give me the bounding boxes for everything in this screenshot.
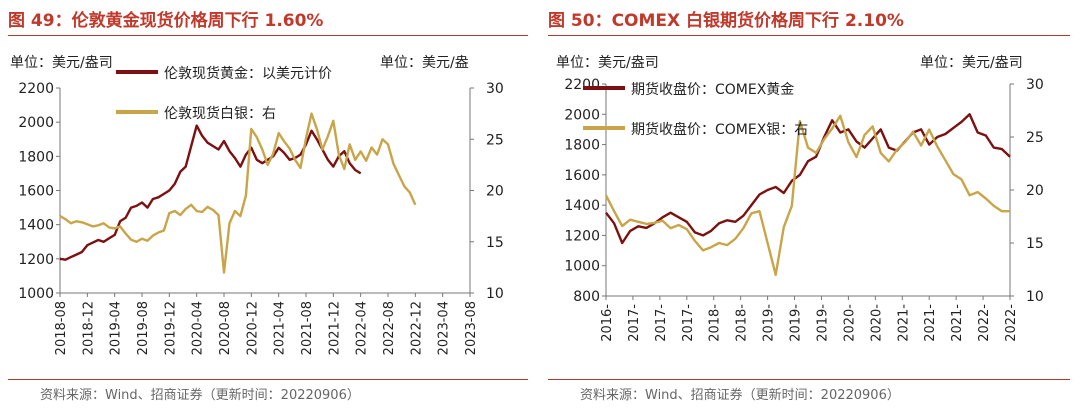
y-left-tick-label: 1600 [564, 168, 600, 184]
x-tick-label: 2017- [627, 304, 642, 342]
y-left-tick-label: 2000 [18, 115, 54, 131]
y-right-tick-label: 20 [1026, 183, 1044, 199]
y-left-tick-label: 2200 [564, 77, 600, 93]
x-tick-label: 2020- [842, 304, 857, 342]
unit-label-left: 单位：美元/盎司 [556, 55, 659, 71]
x-tick-label: 2021- [896, 304, 911, 342]
x-tick-label: 2017- [681, 304, 696, 342]
source-right: 资料来源：Wind、招商证券（更新时间：20220906） [580, 388, 900, 403]
chart-title-left: 图 49：伦敦黄金现货价格周下行 1.60% [8, 11, 324, 31]
y-right-tick-label: 30 [1026, 77, 1044, 93]
x-tick-label: 2019- [762, 304, 777, 342]
y-right-tick-label: 25 [1026, 130, 1044, 146]
series-line-silver [59, 112, 417, 274]
x-tick-label: 2020- [869, 304, 884, 342]
x-tick-label: 2017- [654, 304, 669, 342]
x-tick-label: 2022- [1004, 304, 1019, 342]
x-tick-label: 2018-12 [81, 301, 96, 355]
y-left-tick-label: 1000 [18, 286, 54, 302]
x-tick-label: 2018- [735, 304, 750, 342]
x-tick-label: 2016- [600, 304, 615, 342]
y-right-tick-label: 30 [486, 81, 504, 97]
chart-panel-left: 图 49：伦敦黄金现货价格周下行 1.60% 单位：美元/盎司 单位：美元/盎 10… [8, 0, 533, 411]
x-tick-label: 2020-12 [245, 301, 260, 355]
y-left-tick-label: 1800 [18, 149, 54, 165]
y-right-tick-label: 15 [1026, 236, 1044, 252]
x-tick-label: 2021- [950, 304, 965, 342]
x-tick-label: 2021-04 [273, 301, 288, 355]
y-right-tick-label: 10 [1026, 289, 1044, 305]
x-tick-label: 2018- [708, 304, 723, 342]
y-left-tick-label: 1200 [18, 252, 54, 268]
chart-title-right: 图 50：COMEX 白银期货价格周下行 2.10% [548, 11, 904, 31]
y-right-tick-label: 20 [486, 184, 504, 200]
title-rule-right [548, 35, 1070, 36]
y-right-tick-label: 15 [486, 235, 504, 251]
x-tick-label: 2022-04 [355, 301, 370, 355]
legend-label: 期货收盘价：COMEX黄金 [631, 81, 794, 98]
y-left-tick-label: 1000 [564, 259, 600, 275]
x-tick-label: 2021- [923, 304, 938, 342]
x-tick-label: 2022-12 [409, 301, 424, 355]
y-left-tick-label: 1400 [564, 198, 600, 214]
title-rule-left [8, 35, 528, 36]
y-right-tick-label: 10 [486, 286, 504, 302]
y-left-tick-label: 1400 [18, 218, 54, 234]
x-tick-label: 2022- [977, 304, 992, 342]
legend-label: 期货收盘价：COMEX银：右 [631, 121, 808, 138]
x-tick-label: 2023-04 [437, 301, 452, 355]
y-left-tick-label: 2000 [564, 107, 600, 123]
x-tick-label: 2022-08 [382, 301, 397, 355]
chart-left: 单位：美元/盎司 单位：美元/盎 1000 1200 1400 1600 1800 2000 2… [10, 55, 504, 355]
unit-label-left: 单位：美元/盎司 [10, 55, 113, 71]
chart-panel-right: 图 50：COMEX 白银期货价格周下行 2.10% 单位：美元/盎司 单位：美元… [548, 0, 1080, 411]
x-tick-label: 2020-08 [218, 301, 233, 355]
series-line-gold [59, 124, 362, 261]
source-rule-right [548, 379, 1070, 380]
y-left-tick-label: 1800 [564, 138, 600, 154]
series-line-gold [605, 113, 1011, 245]
unit-label-right: 单位：美元/盎司 [920, 55, 1023, 71]
legend-label: 伦敦现货白银：右 [164, 105, 276, 122]
x-tick-label: 2019- [789, 304, 804, 342]
y-left-tick-label: 1200 [564, 228, 600, 244]
y-left-tick-label: 2200 [18, 81, 54, 97]
x-tick-label: 2020-04 [191, 301, 206, 355]
x-tick-label: 2019-04 [109, 301, 124, 355]
y-left-tick-label: 1600 [18, 184, 54, 200]
chart-right: 单位：美元/盎司 单位：美元/盎司 800 1000 1200 1400 1600 1800 2… [556, 55, 1044, 342]
x-tick-label: 2019- [815, 304, 830, 342]
y-right-tick-label: 25 [486, 132, 504, 148]
x-tick-label: 2021-08 [300, 301, 315, 355]
source-left: 资料来源：Wind、招商证券（更新时间：20220906） [40, 388, 360, 403]
x-tick-label: 2023-08 [464, 301, 479, 355]
series-line-silver [604, 114, 1010, 276]
legend-label: 伦敦现货黄金：以美元计价 [164, 65, 332, 82]
x-tick-label: 2018-08 [54, 301, 69, 355]
x-tick-label: 2019-08 [136, 301, 151, 355]
unit-label-right: 单位：美元/盎 [380, 55, 469, 71]
x-tick-label: 2021-12 [327, 301, 342, 355]
y-left-tick-label: 800 [573, 289, 600, 305]
source-rule-left [8, 379, 528, 380]
x-tick-label: 2019-12 [163, 301, 178, 355]
